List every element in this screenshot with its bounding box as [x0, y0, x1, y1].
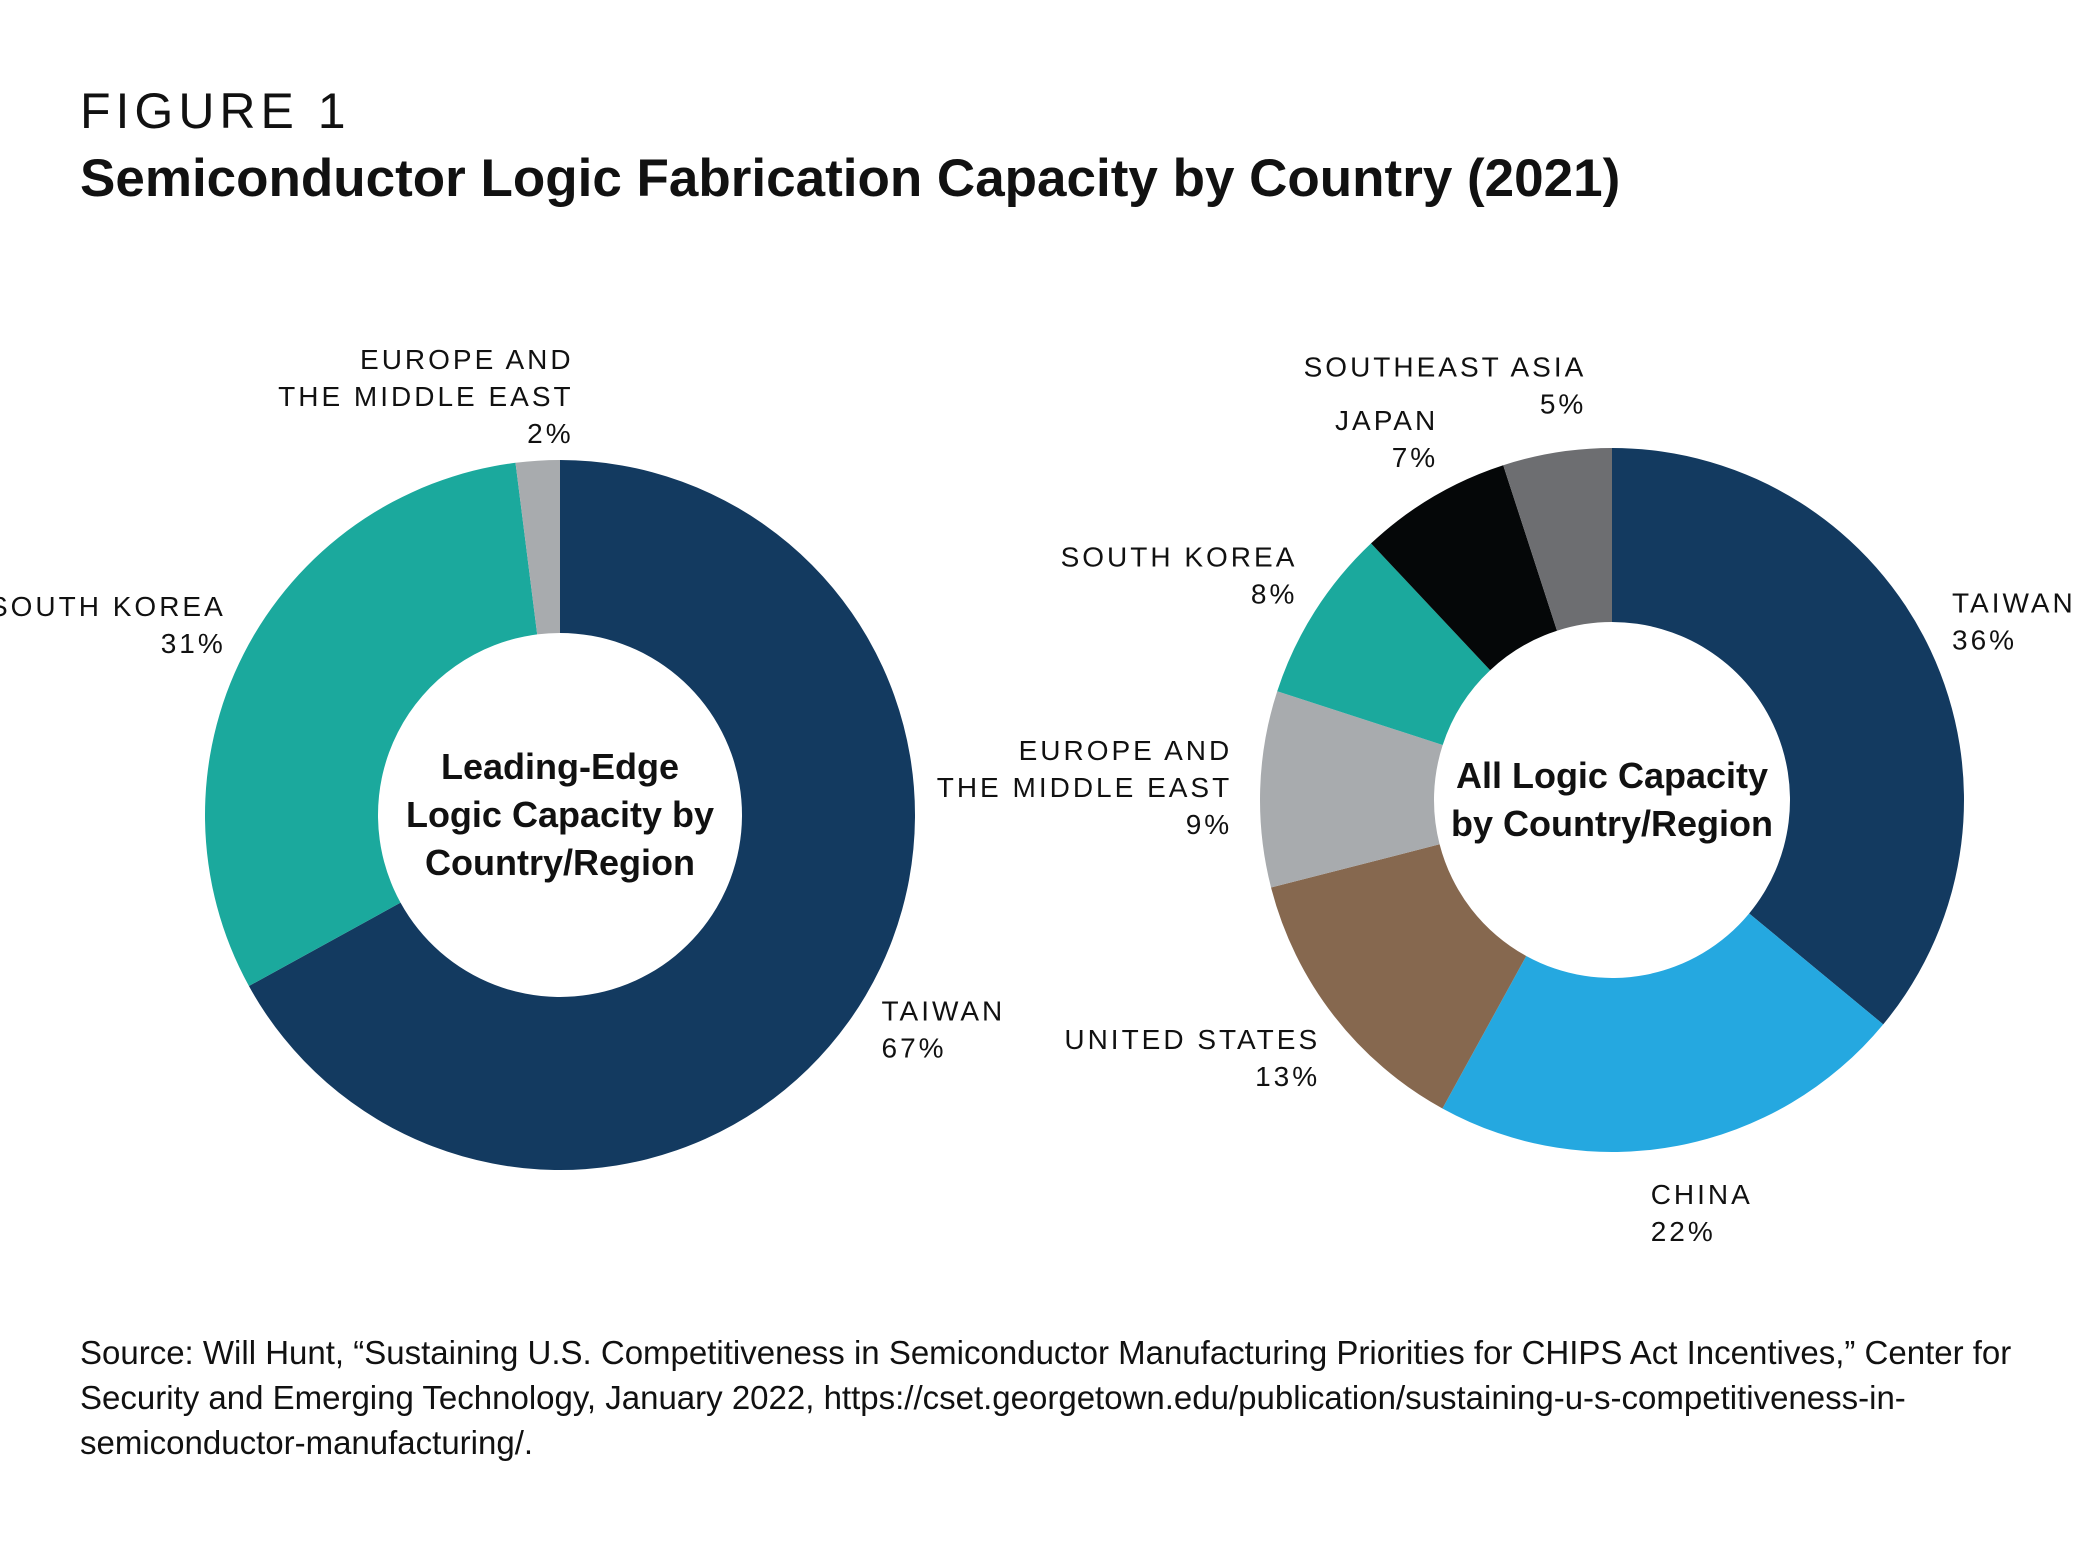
- label-taiwan: TAIWAN 36%: [1952, 588, 2076, 656]
- center-label: Leading-Edge Logic Capacity by Country/Reg…: [406, 746, 714, 883]
- slice-china: [1442, 913, 1884, 1152]
- leading-edge-donut-chart: TAIWAN 67% SOUTH KOREA 31% EUROPE AND THE MID…: [0, 344, 1006, 1170]
- label-china: CHINA 22%: [1651, 1179, 1753, 1247]
- label-south-korea: SOUTH KOREA 31%: [0, 591, 226, 659]
- label-southeast-asia: SOUTHEAST ASIA 5%: [1304, 352, 1587, 420]
- slice-europe-and-the-middle-east: [1260, 691, 1443, 888]
- slice-japan: [1371, 465, 1557, 671]
- slice-europe-and-the-middle-east: [515, 460, 560, 635]
- slice-taiwan: [248, 460, 915, 1170]
- label-japan: JAPAN 7%: [1335, 405, 1438, 473]
- donut-charts: TAIWAN 67% SOUTH KOREA 31% EUROPE AND THE MID…: [0, 344, 2076, 1247]
- label-south-korea: SOUTH KOREA 8%: [1061, 541, 1298, 609]
- figure-label: FIGURE 1: [80, 83, 351, 139]
- slice-taiwan: [1612, 448, 1965, 1025]
- slice-south-korea: [1277, 543, 1491, 745]
- label-europe-and-the-middle-east: EUROPE AND THE MIDDLE EAST 9%: [937, 735, 1232, 840]
- all-logic-donut-chart: TAIWAN 36% CHINA 22% UNITED STATES 13% EUROPE …: [937, 352, 2076, 1247]
- slice-united-states: [1271, 844, 1527, 1109]
- figure-title: Semiconductor Logic Fabrication Capacity…: [80, 149, 1621, 208]
- label-taiwan: TAIWAN 67%: [882, 995, 1006, 1063]
- slice-southeast-asia: [1503, 448, 1612, 631]
- source-note: Source: Will Hunt, “Sustaining U.S. Comp…: [80, 1334, 2012, 1461]
- label-europe-and-the-middle-east: EUROPE AND THE MIDDLE EAST 2%: [278, 344, 573, 449]
- slice-south-korea: [205, 462, 538, 987]
- center-label: All Logic Capacity by Country/Region: [1451, 755, 1773, 844]
- label-united-states: UNITED STATES 13%: [1064, 1024, 1320, 1092]
